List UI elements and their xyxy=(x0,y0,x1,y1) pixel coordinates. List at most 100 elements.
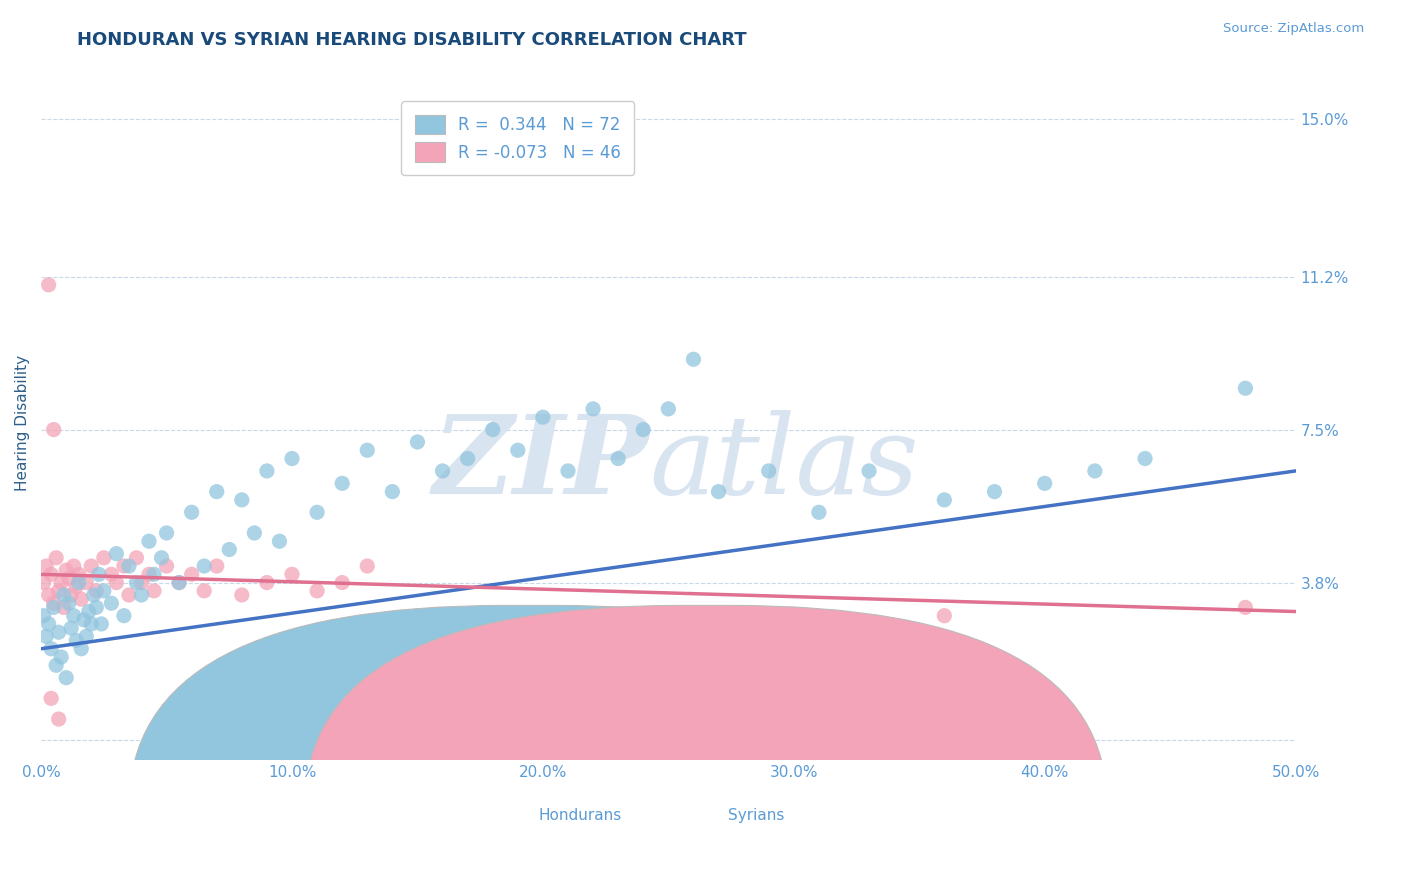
Point xyxy=(707,484,730,499)
Point xyxy=(1033,476,1056,491)
Point xyxy=(481,423,503,437)
Point xyxy=(506,443,529,458)
Point xyxy=(256,575,278,590)
Point xyxy=(55,671,77,685)
Point xyxy=(682,352,704,367)
Point xyxy=(48,712,70,726)
Point xyxy=(39,691,62,706)
Point xyxy=(48,583,70,598)
Point xyxy=(143,567,166,582)
Point xyxy=(35,559,58,574)
Point xyxy=(193,583,215,598)
Point xyxy=(1084,464,1107,478)
Point xyxy=(218,542,240,557)
Point xyxy=(32,608,55,623)
Text: Source: ZipAtlas.com: Source: ZipAtlas.com xyxy=(1223,22,1364,36)
Point xyxy=(38,277,60,292)
Point xyxy=(67,575,90,590)
Point xyxy=(406,435,429,450)
Point xyxy=(307,583,329,598)
Y-axis label: Hearing Disability: Hearing Disability xyxy=(15,355,30,491)
Point xyxy=(205,559,228,574)
Point xyxy=(65,633,87,648)
Point xyxy=(908,658,931,673)
Text: atlas: atlas xyxy=(650,410,920,517)
Point xyxy=(62,608,84,623)
Point xyxy=(633,423,655,437)
Point xyxy=(131,588,153,602)
Point xyxy=(205,484,228,499)
Point xyxy=(52,600,75,615)
Text: HONDURAN VS SYRIAN HEARING DISABILITY CORRELATION CHART: HONDURAN VS SYRIAN HEARING DISABILITY CO… xyxy=(77,31,747,49)
Text: Hondurans: Hondurans xyxy=(538,807,623,822)
Point xyxy=(356,559,378,574)
Point xyxy=(607,451,630,466)
Point xyxy=(180,567,202,582)
Point xyxy=(58,571,80,585)
Point xyxy=(143,583,166,598)
Point xyxy=(90,616,112,631)
Point xyxy=(83,588,105,602)
Point xyxy=(138,534,160,549)
Point xyxy=(80,616,103,631)
Point xyxy=(155,525,177,540)
Point xyxy=(858,464,880,478)
Point xyxy=(100,567,122,582)
Point xyxy=(243,525,266,540)
Point xyxy=(52,588,75,602)
Point xyxy=(557,464,579,478)
Text: Syrians: Syrians xyxy=(728,807,785,822)
Point xyxy=(758,464,780,478)
Point xyxy=(100,596,122,610)
Legend: R =  0.344   N = 72, R = -0.073   N = 46: R = 0.344 N = 72, R = -0.073 N = 46 xyxy=(401,102,634,175)
Point xyxy=(77,605,100,619)
Point xyxy=(138,567,160,582)
Point xyxy=(42,600,65,615)
Point xyxy=(180,505,202,519)
Point xyxy=(118,588,141,602)
Point xyxy=(112,608,135,623)
Point xyxy=(70,641,93,656)
Point xyxy=(39,567,62,582)
Point xyxy=(657,401,679,416)
Point xyxy=(93,550,115,565)
Point xyxy=(105,575,128,590)
Point xyxy=(51,650,73,665)
Point xyxy=(281,451,304,466)
Point xyxy=(118,559,141,574)
Point xyxy=(39,641,62,656)
Point xyxy=(48,625,70,640)
Point xyxy=(381,484,404,499)
Point xyxy=(934,608,956,623)
Point xyxy=(38,616,60,631)
Point xyxy=(73,613,96,627)
Point xyxy=(167,575,190,590)
Point xyxy=(112,559,135,574)
FancyBboxPatch shape xyxy=(129,606,932,892)
Point xyxy=(193,559,215,574)
Point xyxy=(105,547,128,561)
FancyBboxPatch shape xyxy=(305,606,1108,892)
Point xyxy=(45,658,67,673)
Text: ZIP: ZIP xyxy=(433,410,650,517)
Point xyxy=(45,550,67,565)
Point xyxy=(58,596,80,610)
Point xyxy=(42,596,65,610)
Point xyxy=(35,629,58,643)
Point xyxy=(75,629,97,643)
Point xyxy=(155,559,177,574)
Point xyxy=(582,401,605,416)
Point xyxy=(330,575,353,590)
Point xyxy=(150,550,173,565)
Point xyxy=(42,423,65,437)
Point xyxy=(457,451,479,466)
Point xyxy=(531,410,554,425)
Point xyxy=(281,567,304,582)
Point xyxy=(330,476,353,491)
Point xyxy=(934,492,956,507)
Point xyxy=(432,464,454,478)
Point xyxy=(55,563,77,577)
Point xyxy=(125,575,148,590)
Point xyxy=(1133,451,1156,466)
Point xyxy=(1234,600,1257,615)
